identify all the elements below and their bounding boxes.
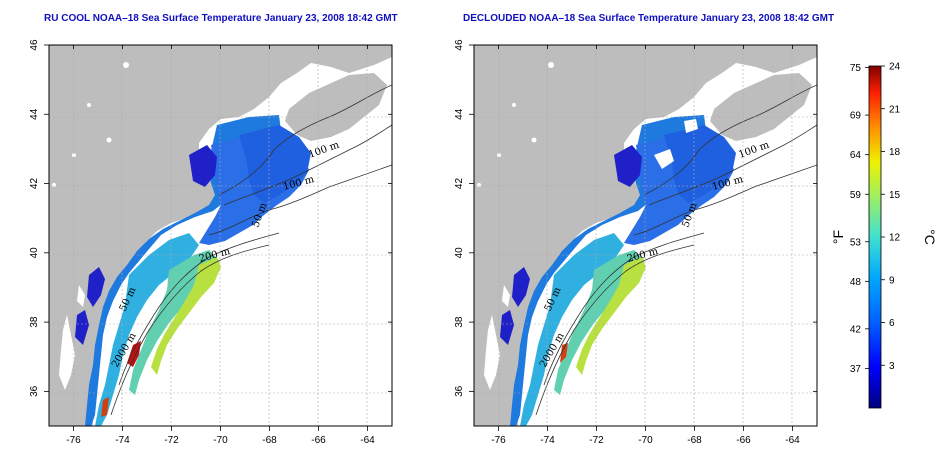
y-tick-label: 46 xyxy=(454,39,465,51)
celsius-tick-label: 24 xyxy=(889,62,901,73)
x-tick-label: -68 xyxy=(687,435,702,446)
x-tick-label: -76 xyxy=(66,435,81,446)
celsius-tick-label: 12 xyxy=(889,233,901,244)
grid-right xyxy=(474,45,817,426)
y-tick-label: 46 xyxy=(29,39,40,51)
y-tick-label: 36 xyxy=(29,385,40,397)
map-panel-right xyxy=(473,44,818,427)
axes-layer: -76 -74 -72 -70 -68 -66 -64 36 38 40 42 44 46 -76 -74 -… xyxy=(29,39,817,446)
y-tick-label: 44 xyxy=(454,108,465,120)
contour-label: 100 m xyxy=(737,139,771,160)
x-tick-label: -64 xyxy=(785,435,800,446)
celsius-unit: °C xyxy=(922,229,938,245)
title-left: RU COOL NOAA–18 Sea Surface Temperature … xyxy=(44,13,398,24)
fahrenheit-tick-label: 53 xyxy=(850,237,862,248)
x-tick-label: -70 xyxy=(213,435,228,446)
celsius-tick-label: 15 xyxy=(889,190,901,201)
x-tick-label: -64 xyxy=(360,435,375,446)
celsius-tick-label: 18 xyxy=(889,147,901,158)
celsius-tick-label: 21 xyxy=(889,104,901,115)
fahrenheit-tick-label: 64 xyxy=(850,150,862,161)
colorbar-gradient xyxy=(868,65,882,409)
fahrenheit-tick-label: 48 xyxy=(850,277,862,288)
celsius-tick-label: 3 xyxy=(889,361,895,372)
x-tick-label: -76 xyxy=(491,435,506,446)
x-tick-label: -66 xyxy=(311,435,326,446)
y-tick-label: 44 xyxy=(29,108,40,120)
title-right: DECLOUDED NOAA–18 Sea Surface Temperatur… xyxy=(463,13,835,24)
fahrenheit-tick-label: 69 xyxy=(850,111,862,122)
colorbar: 24 21 18 15 12 9 6 3 75 69 64 59 53 48 42 37 °F °C xyxy=(830,62,938,409)
sst-hot-streak xyxy=(127,341,141,367)
grid-left xyxy=(49,45,392,426)
x-tick-label: -66 xyxy=(736,435,751,446)
y-tick-label: 38 xyxy=(29,316,40,328)
y-tick-label: 42 xyxy=(454,178,465,190)
x-tick-label: -72 xyxy=(164,435,179,446)
y-tick-label: 42 xyxy=(29,178,40,190)
map-panel-left xyxy=(48,44,393,427)
x-tick-label: -68 xyxy=(262,435,277,446)
celsius-tick-label: 9 xyxy=(889,275,895,286)
x-tick-label: -72 xyxy=(589,435,604,446)
fahrenheit-tick-label: 37 xyxy=(850,364,862,375)
fahrenheit-tick-label: 42 xyxy=(850,324,862,335)
x-tick-label: -74 xyxy=(540,435,555,446)
fahrenheit-tick-label: 59 xyxy=(850,190,862,201)
celsius-tick-label: 6 xyxy=(889,318,895,329)
y-tick-label: 36 xyxy=(454,385,465,397)
x-tick-label: -74 xyxy=(115,435,130,446)
x-tick-label: -70 xyxy=(638,435,653,446)
y-tick-label: 38 xyxy=(454,316,465,328)
fahrenheit-tick-label: 75 xyxy=(850,63,862,74)
y-tick-label: 40 xyxy=(454,247,465,259)
y-tick-label: 40 xyxy=(29,247,40,259)
fahrenheit-unit: °F xyxy=(830,230,846,244)
contour-label: 100 m xyxy=(307,139,341,160)
